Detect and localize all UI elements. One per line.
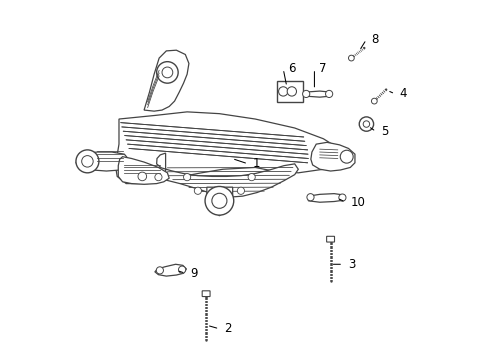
Circle shape — [81, 156, 93, 167]
Circle shape — [138, 172, 146, 181]
Circle shape — [204, 186, 233, 215]
Polygon shape — [310, 142, 354, 171]
Text: 9: 9 — [190, 267, 197, 280]
FancyBboxPatch shape — [276, 81, 302, 102]
Circle shape — [338, 194, 346, 201]
Circle shape — [162, 67, 172, 78]
Polygon shape — [76, 152, 128, 171]
Circle shape — [340, 150, 352, 163]
Circle shape — [302, 90, 309, 98]
Polygon shape — [118, 157, 169, 184]
FancyBboxPatch shape — [326, 236, 334, 242]
Text: 1: 1 — [252, 157, 260, 170]
Circle shape — [156, 62, 178, 83]
Circle shape — [286, 87, 296, 96]
Text: 6: 6 — [287, 62, 295, 75]
Text: 3: 3 — [347, 258, 354, 271]
Circle shape — [325, 90, 332, 98]
Circle shape — [359, 117, 373, 131]
Polygon shape — [156, 153, 298, 197]
Circle shape — [155, 174, 162, 181]
Text: 5: 5 — [380, 125, 387, 138]
Polygon shape — [206, 187, 232, 216]
Circle shape — [247, 174, 255, 181]
Circle shape — [183, 174, 190, 181]
Text: 2: 2 — [224, 322, 231, 335]
Polygon shape — [115, 112, 337, 184]
Polygon shape — [144, 50, 188, 111]
Circle shape — [178, 266, 185, 273]
Circle shape — [348, 55, 353, 61]
Circle shape — [278, 87, 287, 96]
Text: 7: 7 — [319, 62, 326, 75]
Polygon shape — [155, 264, 186, 276]
Text: 8: 8 — [370, 33, 378, 46]
Circle shape — [211, 193, 226, 208]
Circle shape — [76, 150, 99, 173]
Polygon shape — [304, 91, 330, 97]
Polygon shape — [308, 194, 344, 202]
Circle shape — [363, 121, 369, 127]
Circle shape — [156, 267, 163, 274]
FancyBboxPatch shape — [202, 291, 210, 297]
Text: 4: 4 — [399, 87, 407, 100]
Text: 10: 10 — [349, 196, 365, 209]
Circle shape — [194, 187, 201, 194]
Circle shape — [306, 194, 313, 201]
Circle shape — [237, 187, 244, 194]
Circle shape — [371, 98, 376, 104]
